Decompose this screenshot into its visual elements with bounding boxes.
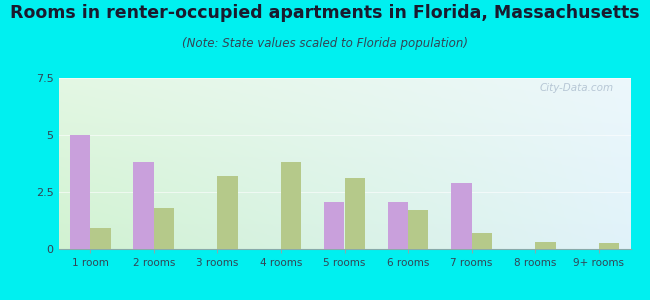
- Text: City-Data.com: City-Data.com: [540, 83, 614, 93]
- Bar: [472, 233, 492, 249]
- Bar: [408, 210, 428, 249]
- Bar: [90, 229, 110, 249]
- Text: (Note: State values scaled to Florida population): (Note: State values scaled to Florida po…: [182, 38, 468, 50]
- Bar: [535, 242, 556, 249]
- Bar: [281, 162, 302, 249]
- Bar: [344, 178, 365, 249]
- Bar: [154, 208, 174, 249]
- Bar: [599, 243, 619, 249]
- Bar: [387, 202, 408, 249]
- Bar: [217, 176, 238, 249]
- Bar: [133, 162, 154, 249]
- Bar: [324, 202, 345, 249]
- Bar: [451, 183, 472, 249]
- Bar: [70, 135, 90, 249]
- Text: Rooms in renter-occupied apartments in Florida, Massachusetts: Rooms in renter-occupied apartments in F…: [10, 4, 640, 22]
